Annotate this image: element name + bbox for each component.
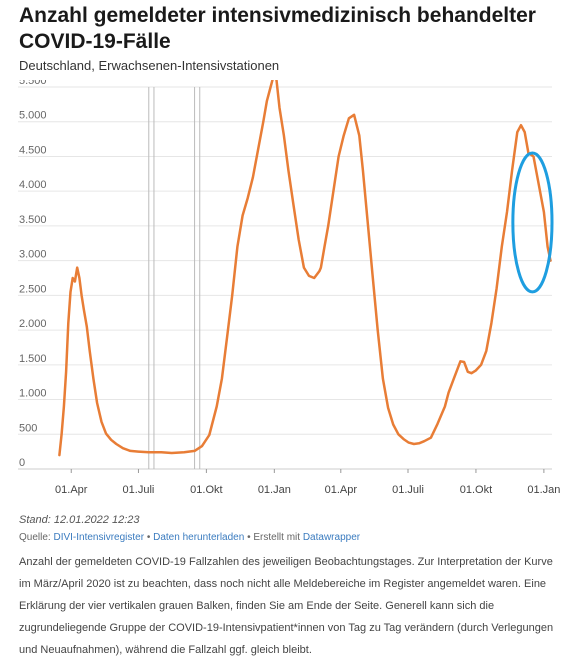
- y-tick-label: 2.000: [19, 318, 47, 330]
- y-tick-label: 3.500: [19, 214, 47, 226]
- y-tick-label: 5.000: [19, 110, 47, 122]
- x-tick-label: 01.Juli: [392, 484, 424, 496]
- x-tick-label: 01.Apr: [325, 484, 358, 496]
- x-tick-label: 01.Okt: [460, 484, 492, 496]
- source-separator: •: [144, 532, 154, 543]
- created-with: • Erstellt mit: [244, 532, 303, 543]
- line-chart: 0 500 1.000 1.500 2.000 2.500 3.000 3.500 4.000 4…: [18, 80, 560, 496]
- x-tick-label: 01.Jan: [527, 484, 560, 496]
- x-tick-label: 01.Okt: [190, 484, 222, 496]
- download-link[interactable]: Daten herunterladen: [153, 532, 245, 543]
- y-tick-label: 500: [19, 422, 37, 434]
- x-tick-label: 01.Juli: [123, 484, 155, 496]
- source-link[interactable]: DIVI-Intensivregister: [53, 532, 145, 543]
- y-tick-label: 0: [19, 457, 25, 469]
- source-line: Quelle: DIVI-Intensivregister • Daten he…: [19, 532, 360, 543]
- chart-description: Anzahl der gemeldeten COVID-19 Fallzahle…: [19, 556, 554, 656]
- y-tick-label: 1.000: [19, 388, 47, 400]
- chart-subtitle: Deutschland, Erwachsenen-Intensivstation…: [19, 58, 280, 73]
- y-tick-label: 4.500: [19, 144, 47, 156]
- x-tick-label: 01.Jan: [258, 484, 291, 496]
- y-tick-label: 5.500: [19, 80, 47, 87]
- y-tick-label: 1.500: [19, 353, 47, 365]
- series-line: [58, 80, 552, 457]
- timestamp: Stand: 12.01.2022 12:23: [19, 514, 140, 526]
- x-tick-label: 01.Apr: [55, 484, 88, 496]
- y-tick-label: 4.000: [19, 179, 47, 191]
- highlight-ellipse: [511, 151, 554, 294]
- datawrapper-link[interactable]: Datawrapper: [302, 532, 361, 543]
- source-prefix: Quelle:: [19, 532, 54, 543]
- y-tick-label: 2.500: [19, 283, 47, 295]
- y-tick-label: 3.000: [19, 249, 47, 261]
- chart-title: Anzahl gemeldeter intensivmedizinisch be…: [19, 4, 536, 53]
